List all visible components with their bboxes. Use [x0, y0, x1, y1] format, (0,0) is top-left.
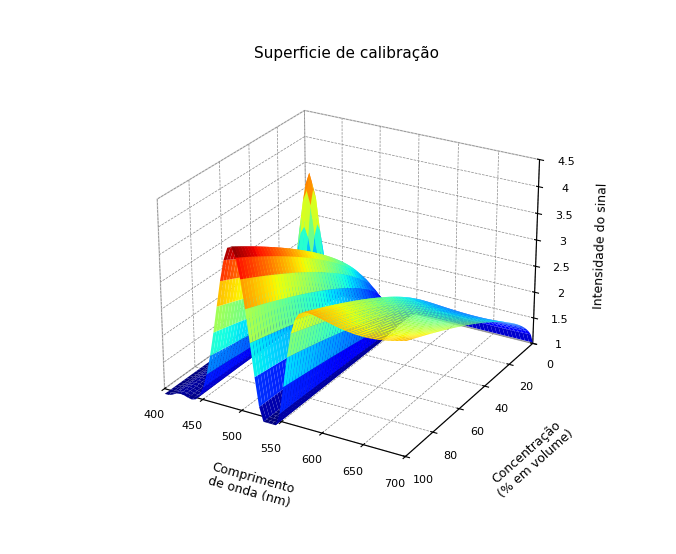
Title: Superficie de calibração: Superficie de calibração	[254, 46, 439, 61]
X-axis label: Comprimento
de onda (nm): Comprimento de onda (nm)	[206, 460, 296, 510]
Y-axis label: Concentração
(% em volume): Concentração (% em volume)	[486, 416, 577, 500]
